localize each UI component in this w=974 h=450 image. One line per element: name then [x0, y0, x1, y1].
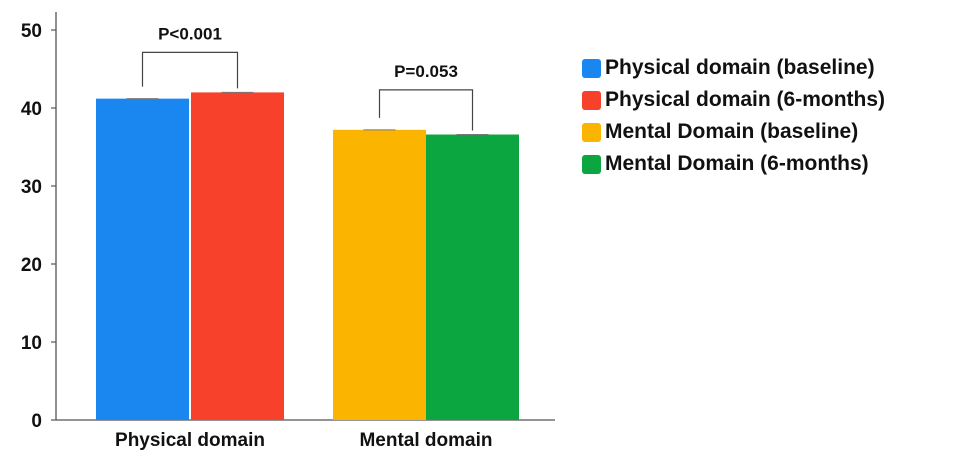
legend-label: Mental Domain (6-months): [605, 152, 869, 175]
significance-bracket: [141, 51, 239, 89]
legend-item: Physical domain (baseline): [582, 52, 885, 84]
legend-swatch: [582, 58, 601, 78]
p-value-label: P<0.001: [158, 24, 222, 43]
legend: Physical domain (baseline) Physical domai…: [582, 52, 885, 180]
axes: 0 10 20 30 40 50 Physical domain Mental domain: [21, 12, 555, 450]
bar-mental-domain-baseline: [333, 129, 426, 420]
legend-label: Mental Domain (baseline): [605, 120, 859, 143]
y-tick-label: 50: [21, 21, 42, 42]
legend-swatch: [582, 90, 601, 110]
legend-label: Physical domain (baseline): [605, 56, 875, 79]
x-category-label: Mental domain: [359, 430, 492, 450]
y-tick-label: 10: [21, 333, 42, 354]
y-tick-label: 30: [21, 177, 42, 198]
bars: [96, 91, 519, 421]
significance-bracket: [378, 89, 474, 131]
legend-label: Physical domain (6-months): [605, 88, 886, 111]
y-tick-label: 20: [21, 255, 42, 276]
significance-brackets: P<0.001 P=0.053: [141, 24, 474, 131]
bar-physical-domain-baseline: [96, 98, 189, 420]
x-category-label: Physical domain: [115, 430, 265, 450]
legend-item: Physical domain (6-months): [582, 84, 885, 116]
legend-item: Mental Domain (6-months): [582, 148, 885, 180]
bar-physical-domain-6-months: [191, 92, 284, 421]
y-tick-label: 0: [31, 411, 42, 432]
p-value-label: P=0.053: [394, 62, 458, 81]
bar-mental-domain-6-months: [426, 134, 519, 420]
y-tick-label: 40: [21, 99, 42, 120]
legend-swatch: [582, 154, 601, 174]
legend-item: Mental Domain (baseline): [582, 116, 885, 148]
legend-swatch: [582, 122, 601, 142]
